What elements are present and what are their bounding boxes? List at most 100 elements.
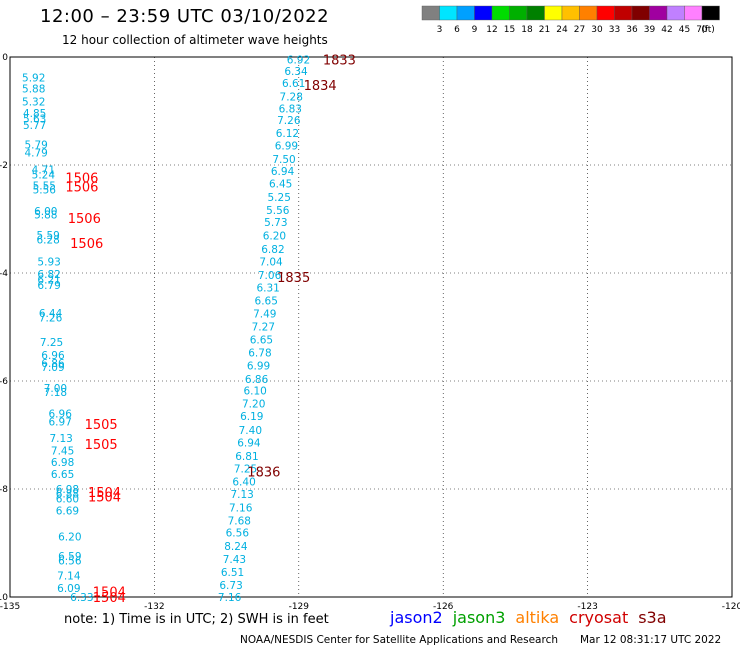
wave-height-label-cryosat: 6.82 <box>37 269 60 281</box>
wave-height-label-s3a: 6.73 <box>219 580 242 592</box>
wave-height-label-s3a: 6.86 <box>245 374 269 386</box>
wave-height-label-s3a: 6.92 <box>287 55 310 67</box>
legend-tick-label: 30 <box>591 25 603 35</box>
wave-height-label-s3a: 7.49 <box>253 309 276 321</box>
legend-tick-label: 27 <box>574 25 585 35</box>
wave-height-label-cryosat: 5.88 <box>34 210 57 222</box>
pass-time-label-cryosat: 1504 <box>93 591 126 606</box>
y-tick-label: -2 <box>0 161 8 171</box>
wave-height-label-cryosat: 6.88 <box>56 488 79 500</box>
wave-height-label-cryosat: 6.20 <box>58 532 81 544</box>
wave-height-label-s3a: 7.16 <box>229 502 253 514</box>
wave-height-label-s3a: 6.65 <box>255 296 278 308</box>
wave-height-label-cryosat: 6.09 <box>57 583 80 595</box>
wave-height-label-s3a: 6.82 <box>261 244 284 256</box>
satellite-label-altika: altika <box>515 608 560 627</box>
pass-time-label-cryosat: 1504 <box>88 491 121 506</box>
wave-height-label-s3a: 6.65 <box>250 334 273 346</box>
wave-height-label-cryosat: 6.98 <box>56 484 79 496</box>
wave-height-label-s3a: 6.31 <box>256 283 279 295</box>
wave-height-label-cryosat: 6.86 <box>41 358 65 370</box>
pass-time-label-s3a: 1835 <box>277 271 310 286</box>
wave-height-label-cryosat: 5.93 <box>37 257 60 269</box>
wave-height-label-cryosat: 6.59 <box>58 551 81 563</box>
wave-height-label-s3a: 7.20 <box>242 399 265 411</box>
wave-height-label-cryosat: 7.25 <box>40 337 63 349</box>
wave-height-label-cryosat: 5.24 <box>32 170 56 182</box>
legend-tick-label: 15 <box>504 25 515 35</box>
wave-height-label-s3a: 6.81 <box>235 451 258 463</box>
wave-height-label-s3a: 6.99 <box>275 141 298 153</box>
legend-tick-label: 3 <box>437 25 443 35</box>
legend-tick-label: 33 <box>609 25 620 35</box>
wave-height-label-cryosat: 5.32 <box>22 96 45 108</box>
wave-height-label-s3a: 6.83 <box>279 103 302 115</box>
wave-height-label-cryosat: 5.77 <box>23 120 46 132</box>
wave-height-label-cryosat: 7.14 <box>57 570 81 582</box>
wave-height-label-s3a: 7.25 <box>234 463 257 475</box>
wave-height-label-s3a: 7.13 <box>230 489 253 501</box>
pass-time-label-cryosat: 1506 <box>70 237 103 252</box>
units-note: note: 1) Time is in UTC; 2) SWH is in fe… <box>64 612 329 627</box>
satellite-label-cryosat: cryosat <box>569 608 629 627</box>
legend-tick-label: 42 <box>661 25 672 35</box>
wave-height-label-cryosat: 6.79 <box>37 280 60 292</box>
wave-height-label-s3a: 6.45 <box>269 178 292 190</box>
wave-height-label-cryosat: 6.44 <box>39 308 63 320</box>
wave-height-label-cryosat: 7.13 <box>49 433 72 445</box>
wave-height-label-s3a: 6.78 <box>248 347 271 359</box>
pass-time-label-s3a: 1836 <box>247 466 280 481</box>
wave-height-label-s3a: 6.40 <box>232 476 255 488</box>
wave-height-label-s3a: 7.26 <box>277 115 301 127</box>
x-tick-label: -123 <box>577 602 597 612</box>
wave-height-label-s3a: 5.56 <box>266 205 290 217</box>
y-tick-label: -10 <box>0 593 8 603</box>
x-tick-label: -126 <box>433 602 454 612</box>
wave-height-label-s3a: 7.04 <box>259 257 283 269</box>
wave-height-label-s3a: 7.68 <box>228 515 251 527</box>
legend-unit-label: (ft) <box>701 25 715 35</box>
wave-height-label-s3a: 7.28 <box>280 91 303 103</box>
legend-tick-label: 12 <box>486 25 497 35</box>
pass-time-label-cryosat: 1506 <box>65 171 98 186</box>
page-title: 12:00 – 23:59 UTC 03/10/2022 <box>40 6 330 27</box>
wave-height-label-s3a: 5.25 <box>268 192 291 204</box>
wave-height-label-cryosat: 7.26 <box>39 312 63 324</box>
satellite-legend: jason2 jason3 altika cryosat s3a <box>390 608 677 627</box>
satellite-label-s3a: s3a <box>638 608 667 627</box>
x-tick-label: -132 <box>144 602 164 612</box>
wave-height-label-cryosat: 6.69 <box>56 506 79 518</box>
wave-height-label-cryosat: 6.96 <box>41 350 65 362</box>
wave-height-label-s3a: 6.61 <box>282 78 305 90</box>
pass-time-label-cryosat: 1505 <box>85 438 118 453</box>
pass-time-label-cryosat: 1504 <box>93 586 126 601</box>
wave-height-label-cryosat: 6.60 <box>56 494 79 506</box>
legend-tick-label: 45 <box>679 25 690 35</box>
wave-height-label-s3a: 6.51 <box>221 567 244 579</box>
wave-height-label-s3a: 6.34 <box>284 66 308 78</box>
legend-tick-label: 39 <box>644 25 656 35</box>
legend-tick-label: 24 <box>556 25 568 35</box>
wave-height-label-s3a: 7.40 <box>239 425 262 437</box>
pass-time-label-s3a: 1833 <box>323 54 356 69</box>
wave-height-label-cryosat: 7.18 <box>44 387 67 399</box>
wave-height-label-s3a: 7.27 <box>252 321 275 333</box>
wave-height-label-cryosat: 4.79 <box>24 148 47 160</box>
wave-height-label-cryosat: 5.56 <box>33 184 57 196</box>
wave-height-chart: -135 -132 -129 -126 -123 -120 0 -2 -4 -6 -8 -10 6.92… <box>0 53 740 612</box>
wave-height-label-cryosat: 6.21 <box>37 274 60 286</box>
wave-height-label-s3a: 7.16 <box>218 592 242 604</box>
wave-height-label-cryosat: 7.00 <box>44 383 67 395</box>
wave-height-label-cryosat: 6.56 <box>58 555 82 567</box>
wave-height-label-s3a: 6.12 <box>276 128 299 140</box>
wave-height-label-cryosat: 7.09 <box>41 362 64 374</box>
page-subtitle: 12 hour collection of altimeter wave hei… <box>62 33 328 47</box>
wave-height-label-cryosat: 6.98 <box>51 457 74 469</box>
generated-timestamp: Mar 12 08:31:17 UTC 2022 <box>580 634 722 646</box>
x-tick-label: -129 <box>289 602 310 612</box>
wave-height-label-s3a: 6.99 <box>247 360 270 372</box>
pass-time-label-cryosat: 1506 <box>68 212 101 227</box>
wave-height-label-s3a: 8.24 <box>224 541 248 553</box>
x-tick-label: -135 <box>0 602 20 612</box>
pass-time-label-s3a: 1834 <box>304 79 337 94</box>
